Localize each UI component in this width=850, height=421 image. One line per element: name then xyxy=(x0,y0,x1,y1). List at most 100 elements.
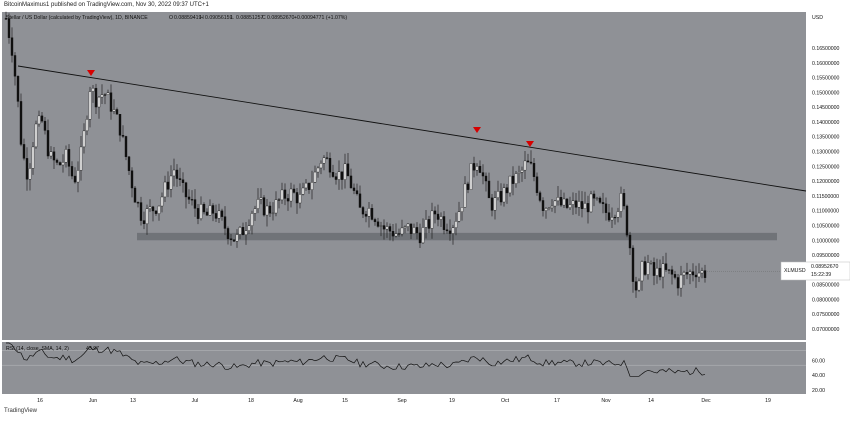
descending-trendline[interactable] xyxy=(17,65,807,192)
candle-body xyxy=(535,176,539,193)
candle-body xyxy=(385,226,389,230)
candle-body xyxy=(337,171,341,180)
candle-body xyxy=(88,91,92,120)
price-tick-label: 0.16500000 xyxy=(812,46,840,52)
candle-body xyxy=(211,205,215,214)
last-price-label-box xyxy=(780,261,850,281)
candle-body xyxy=(595,197,599,200)
candle-body xyxy=(166,181,170,190)
candle-body xyxy=(586,203,590,213)
candle-body xyxy=(400,227,404,235)
candle-body xyxy=(451,227,455,234)
candle-body xyxy=(490,197,494,211)
candle-body xyxy=(274,199,278,214)
candle-body xyxy=(310,182,314,190)
candle-body xyxy=(256,199,260,209)
candle-body xyxy=(358,193,362,208)
ohlc-h-label: H xyxy=(200,15,204,21)
price-chart[interactable]: 0.16500000 0.16000000 0.15500000 0.15000000… xyxy=(0,10,850,410)
candle-body xyxy=(100,94,104,98)
candle-body xyxy=(493,197,497,211)
candle-body xyxy=(139,202,143,221)
candle-body xyxy=(37,115,41,125)
candle-body xyxy=(499,191,503,203)
candle-body xyxy=(616,211,620,218)
date-tick-label: 16 xyxy=(37,398,43,404)
candle-body xyxy=(238,227,242,235)
candle-body xyxy=(328,158,332,173)
candle-body xyxy=(70,166,74,177)
candle-body xyxy=(223,216,227,229)
candle-body xyxy=(232,239,236,242)
candle-body xyxy=(220,210,224,217)
candle-body xyxy=(268,205,272,214)
candle-body xyxy=(388,226,392,232)
candle-body xyxy=(460,207,464,212)
candle-body xyxy=(622,193,626,207)
candle-body xyxy=(118,114,122,136)
candle-body xyxy=(607,212,611,221)
candle-body xyxy=(331,172,335,177)
candle-body xyxy=(601,202,605,205)
candle-body xyxy=(442,216,446,230)
candle-body xyxy=(514,173,518,184)
candle-body xyxy=(103,94,107,96)
candle-body xyxy=(364,213,368,217)
candle-body xyxy=(85,119,89,132)
candle-body xyxy=(577,201,581,208)
candle-body xyxy=(688,271,692,275)
date-tick-label: Oct xyxy=(501,398,510,404)
candle-body xyxy=(217,210,221,219)
candle-body xyxy=(472,163,476,171)
candle-body xyxy=(568,204,572,208)
candle-body xyxy=(142,220,146,225)
candle-body xyxy=(52,151,56,161)
candle-body xyxy=(127,156,131,171)
candle-body xyxy=(205,211,209,216)
candle-body xyxy=(271,212,275,215)
candle-body xyxy=(379,225,383,227)
candle-body xyxy=(316,167,320,173)
candle-body xyxy=(157,205,161,214)
candle-body xyxy=(679,274,683,289)
candle-body xyxy=(196,208,200,219)
candle-body xyxy=(283,189,287,199)
candle-body xyxy=(628,234,632,249)
candle-body xyxy=(67,149,71,167)
date-tick-label: 18 xyxy=(248,398,254,404)
candle-body xyxy=(439,216,443,220)
ohlc-c-value: 0.08952670 xyxy=(267,15,295,21)
candle-body xyxy=(265,205,269,216)
candle-body xyxy=(349,175,353,189)
candle-body xyxy=(655,267,659,276)
candle-body xyxy=(115,109,119,115)
candle-body xyxy=(556,197,560,202)
candle-body xyxy=(547,207,551,209)
support-zone xyxy=(137,232,777,241)
candle-body xyxy=(682,272,686,276)
candle-body xyxy=(403,226,407,229)
candle-body xyxy=(208,205,212,216)
candle-body xyxy=(199,203,203,219)
price-tick-label: 0.13000000 xyxy=(812,150,840,156)
candle-body xyxy=(406,223,410,227)
candle-body xyxy=(526,160,530,163)
candle-body xyxy=(325,157,329,159)
candle-body xyxy=(148,206,152,209)
candle-body xyxy=(436,213,440,220)
candle-body xyxy=(262,197,266,216)
candle-body xyxy=(160,196,164,207)
price-tick-label: 0.11000000 xyxy=(812,209,839,215)
candle-body xyxy=(376,221,380,227)
candle-body xyxy=(391,231,395,237)
price-tick-label: 0.13500000 xyxy=(812,135,840,141)
candle-body xyxy=(49,151,53,157)
candle-body xyxy=(10,37,14,56)
candle-body xyxy=(259,197,263,200)
candle-body xyxy=(649,262,653,264)
candle-body xyxy=(541,200,545,211)
date-tick-label: 17 xyxy=(554,398,560,404)
candle-body xyxy=(151,206,155,212)
candle-body xyxy=(538,192,542,201)
tradingview-footer[interactable]: TradingView xyxy=(4,408,37,414)
